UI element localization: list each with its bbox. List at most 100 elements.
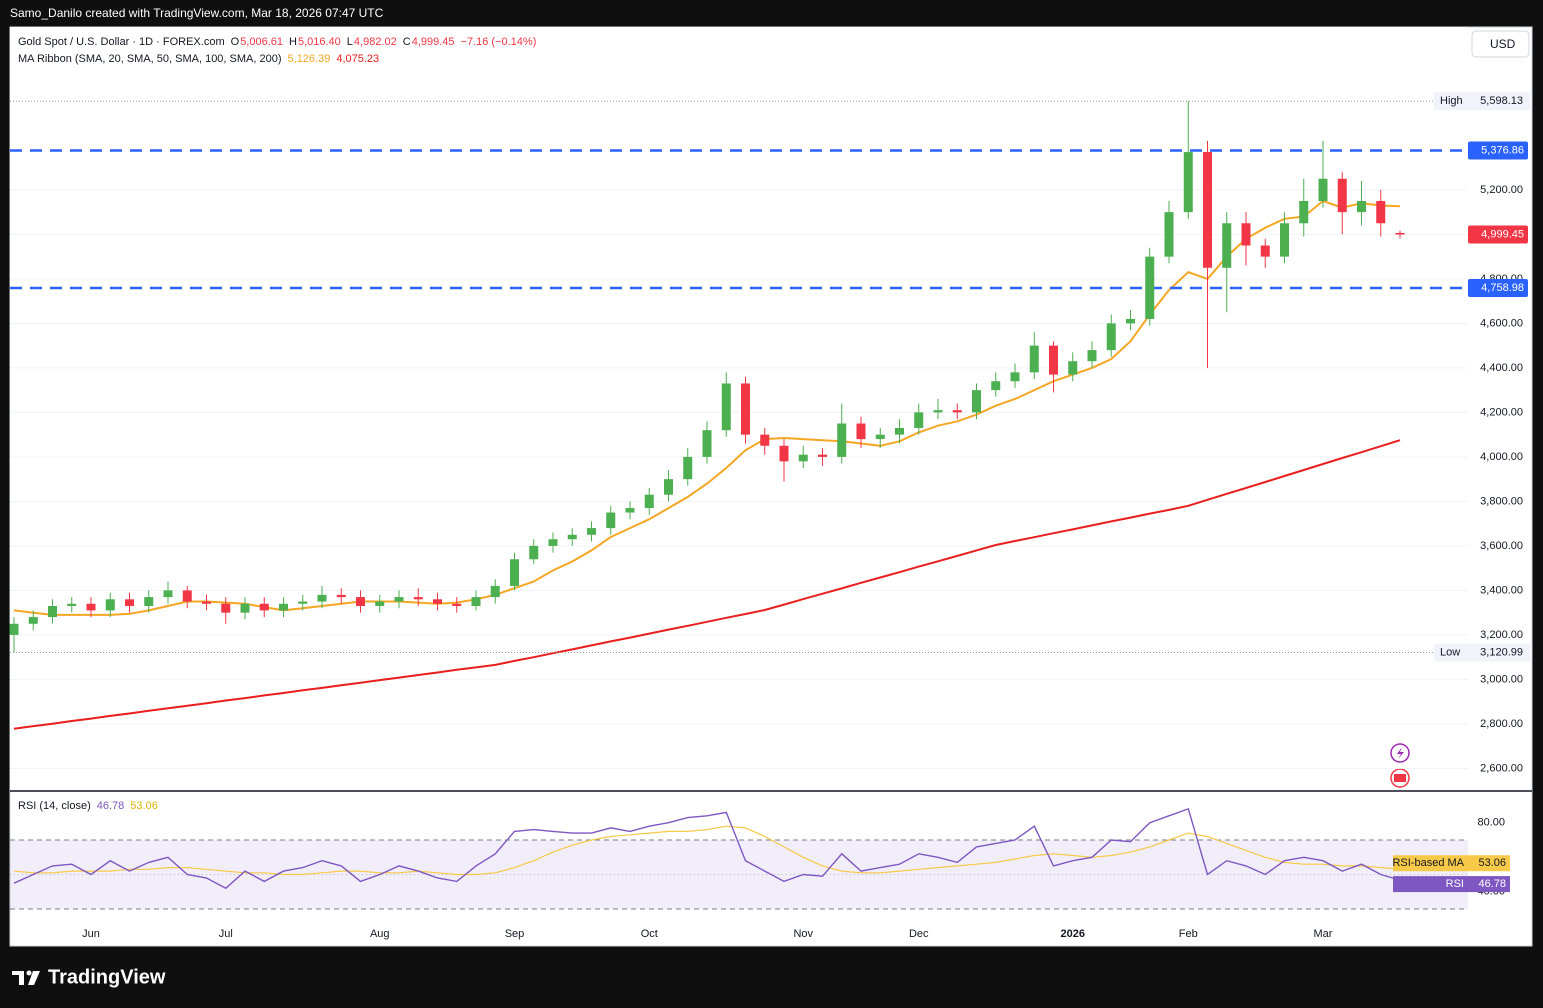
last-price-label: 4,999.45 bbox=[1481, 228, 1524, 240]
candle-body bbox=[1164, 212, 1174, 257]
candle-body bbox=[972, 390, 981, 413]
extreme-tag-bg bbox=[1434, 643, 1530, 662]
y-tick-label: 5,200.00 bbox=[1480, 184, 1523, 196]
candle-body bbox=[1203, 152, 1212, 268]
x-tick-label: Oct bbox=[641, 928, 658, 940]
candle-body bbox=[952, 410, 962, 413]
x-tick-label: Mar bbox=[1314, 928, 1333, 940]
candle-body bbox=[837, 423, 847, 457]
legend-text: 4,982.02 bbox=[354, 36, 397, 48]
y-tick-label: 2,800.00 bbox=[1480, 718, 1523, 730]
legend-text: 5,126.39 bbox=[288, 53, 331, 65]
candle-body bbox=[914, 412, 924, 428]
x-tick-label: Aug bbox=[370, 928, 390, 940]
candle-body bbox=[895, 427, 904, 435]
candle-body bbox=[452, 603, 462, 606]
y-tick-label: 2,600.00 bbox=[1480, 762, 1523, 774]
candle-body bbox=[721, 383, 731, 431]
candle-body bbox=[48, 605, 57, 618]
legend-text: 4,999.45 bbox=[412, 36, 455, 48]
logo-mark bbox=[28, 971, 40, 985]
candle-body bbox=[67, 603, 77, 606]
rsi-line bbox=[13, 807, 1401, 890]
candle-body bbox=[221, 603, 231, 613]
legend-text: H bbox=[289, 36, 297, 48]
candle-body bbox=[1087, 350, 1097, 362]
candle-body bbox=[375, 601, 385, 606]
y-tick-label: 3,200.00 bbox=[1480, 629, 1523, 641]
y-tick-label: 3,400.00 bbox=[1480, 584, 1523, 596]
country-icon-flag bbox=[1394, 774, 1406, 782]
rsi-value-tag bbox=[1468, 876, 1510, 893]
candle-body bbox=[1318, 178, 1328, 202]
legend-text: O bbox=[231, 36, 240, 48]
candle-body bbox=[1068, 361, 1078, 375]
candle-body bbox=[28, 617, 38, 624]
y-tick-label: 3,000.00 bbox=[1480, 673, 1523, 685]
x-tick-label: Jul bbox=[219, 928, 233, 940]
x-tick-label: Feb bbox=[1179, 928, 1198, 940]
candle-body bbox=[760, 434, 770, 446]
candle-body bbox=[202, 601, 211, 604]
candle-body bbox=[741, 383, 750, 435]
candle-body bbox=[683, 456, 693, 480]
legend-text: −7.16 (−0.14%) bbox=[461, 36, 537, 48]
y-tick-label: 4,400.00 bbox=[1480, 362, 1523, 374]
candle-body bbox=[86, 603, 96, 611]
event-icon-bolt bbox=[1397, 747, 1404, 759]
candle-body bbox=[317, 594, 327, 602]
candle-body bbox=[933, 410, 943, 413]
candle-body bbox=[413, 597, 423, 600]
candle-body bbox=[298, 601, 308, 604]
rsi-value-tag bbox=[1468, 855, 1510, 872]
candle-body bbox=[125, 599, 134, 606]
candle-body bbox=[606, 512, 616, 529]
candle-body bbox=[1376, 201, 1386, 224]
y-tick-label: 4,600.00 bbox=[1480, 317, 1523, 329]
logo-dot bbox=[26, 970, 32, 976]
extreme-value: 3,120.99 bbox=[1480, 646, 1523, 658]
candle-body bbox=[548, 539, 558, 546]
moving-average bbox=[13, 439, 1401, 730]
legend-text: Gold Spot / U.S. Dollar · 1D · FOREX.com bbox=[18, 36, 225, 48]
candle-body bbox=[356, 597, 365, 606]
x-tick-label: Sep bbox=[505, 928, 525, 940]
level-tag bbox=[1468, 279, 1528, 298]
candle-body bbox=[1357, 201, 1366, 213]
legend-text: C bbox=[403, 36, 411, 48]
candle-body bbox=[144, 597, 154, 606]
level-label: 5,376.86 bbox=[1481, 144, 1524, 156]
level-label: 4,758.98 bbox=[1481, 282, 1524, 294]
rsi-value: 53.06 bbox=[1478, 857, 1506, 869]
candle-body bbox=[567, 534, 577, 540]
level-tag bbox=[1468, 141, 1528, 160]
rsi-tick-label: 80.00 bbox=[1477, 817, 1505, 829]
candle-body bbox=[587, 528, 596, 535]
rsi-name: RSI-based MA bbox=[1392, 857, 1464, 869]
extreme-value: 5,598.13 bbox=[1480, 95, 1523, 107]
candle-body bbox=[336, 594, 346, 598]
candle-body bbox=[510, 559, 519, 586]
extreme-name: Low bbox=[1440, 646, 1460, 658]
x-tick-label: 2026 bbox=[1061, 928, 1085, 940]
candle-body bbox=[529, 545, 539, 560]
y-tick-label: 3,800.00 bbox=[1480, 495, 1523, 507]
currency-button[interactable] bbox=[1471, 30, 1530, 58]
last-price-tag bbox=[1468, 225, 1528, 244]
legend-text: 5,006.61 bbox=[240, 36, 283, 48]
candle-body bbox=[1029, 345, 1039, 373]
rsi-name-tag bbox=[1393, 855, 1468, 872]
rsi-line bbox=[13, 825, 1401, 876]
candle-body bbox=[1280, 223, 1289, 257]
rsi-value: 46.78 bbox=[1478, 878, 1506, 890]
x-tick-label: Jun bbox=[82, 928, 100, 940]
y-tick-label: 4,200.00 bbox=[1480, 406, 1523, 418]
x-tick-label: Dec bbox=[909, 928, 929, 940]
legend-text: 4,075.23 bbox=[336, 53, 379, 65]
legend-text: L bbox=[347, 36, 353, 48]
candle-body bbox=[1337, 178, 1347, 213]
candle-body bbox=[875, 434, 885, 440]
header: Samo_Danilo created with TradingView.com… bbox=[10, 6, 384, 20]
